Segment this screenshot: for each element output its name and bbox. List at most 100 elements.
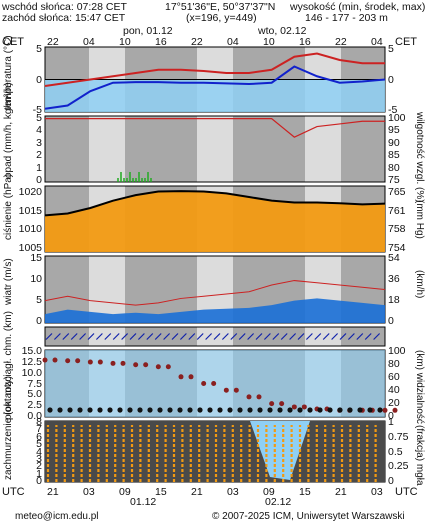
- pressure-line: [44, 190, 386, 217]
- visibility-point: [269, 401, 275, 407]
- cloud-base-point: [247, 407, 253, 413]
- y-tick-label: 0: [388, 73, 394, 86]
- day-night-band: [233, 116, 269, 182]
- wind-direction-arrow: [314, 333, 322, 340]
- cloud-base-point: [227, 407, 233, 413]
- wind-direction-arrow: [297, 333, 305, 340]
- y-tick-label: 0: [36, 174, 42, 186]
- bottom-hour-label: 15: [155, 486, 167, 498]
- y-tick-label: 80: [388, 358, 400, 370]
- cloud-base-point: [317, 407, 323, 413]
- top-day-2: wto, 02.12: [258, 25, 307, 37]
- day-night-band: [305, 116, 341, 182]
- coords-text: 17°51'36"E, 50°37'37"N: [165, 1, 276, 13]
- wind-direction-arrow: [95, 333, 103, 340]
- cloud-base-point: [67, 407, 73, 413]
- y-tick-label: 95: [388, 124, 400, 137]
- top-hour-label: 16: [155, 36, 167, 48]
- visibility-point: [110, 360, 116, 366]
- day-night-band: [45, 256, 53, 323]
- bottom-tz-left: UTC: [2, 486, 25, 498]
- y-tick-label: 7.5: [27, 377, 42, 390]
- y-tick-label: 40: [388, 384, 400, 396]
- bottom-hour-label: 15: [299, 486, 311, 498]
- wind-direction-arrow: [121, 333, 129, 340]
- y-tick-label: 6: [36, 430, 42, 443]
- footer-email[interactable]: meteo@icm.edu.pl: [15, 511, 99, 522]
- precip-ylabel: opad (mm/h, kg/m²/h): [3, 82, 14, 178]
- bottom-hour-label: 09: [119, 486, 131, 498]
- wind-direction-arrow: [331, 333, 339, 340]
- bottom-hour-label: 03: [83, 486, 95, 498]
- visibility-point: [165, 364, 171, 370]
- visibility-point: [87, 359, 93, 365]
- panel-frame: [44, 115, 386, 183]
- visibility-point: [97, 359, 103, 365]
- visibility-point: [301, 404, 307, 410]
- y-tick-label: 15.0: [21, 345, 42, 357]
- y-tick-label: 5: [36, 294, 42, 306]
- day-night-band: [125, 327, 161, 346]
- fog-ylabel: (frakcja) mgła: [414, 425, 425, 486]
- day-night-band: [305, 327, 341, 346]
- wind-direction-arrow: [230, 333, 238, 340]
- top-hour-label: 16: [299, 36, 311, 48]
- day-night-band: [125, 256, 161, 323]
- y-tick-label: 5: [36, 43, 42, 55]
- y-tick-label: 1: [388, 416, 394, 428]
- wind-direction-arrow: [53, 333, 61, 340]
- top-hour-label: 04: [227, 36, 239, 48]
- cloud-base-point: [347, 407, 353, 413]
- cloud-base-point: [127, 407, 133, 413]
- wind-ylabel: wiatr (m/s): [3, 258, 14, 305]
- altitude-values: 146 - 177 - 203 m: [305, 12, 388, 24]
- dew-point-line: [44, 65, 386, 110]
- visibility-point: [291, 404, 297, 410]
- visibility-point: [188, 374, 194, 380]
- y-tick-label: 20: [388, 397, 400, 409]
- cloud-base-point: [147, 407, 153, 413]
- cloud-base-point: [357, 407, 363, 413]
- wind-direction-arrow: [154, 333, 162, 340]
- sunrise-text: wschód słońca: 07:28 CET: [2, 1, 127, 13]
- top-hour-label: 22: [47, 36, 59, 48]
- footer-copyright: © 2007-2025 ICM, Uniwersytet Warszawski: [212, 511, 405, 522]
- bottom-tz-right: UTC: [395, 486, 418, 498]
- cloud-base-point: [377, 407, 383, 413]
- wind-direction-arrow: [373, 333, 381, 340]
- y-tick-label: 0: [36, 315, 42, 327]
- panel-frame: [44, 326, 386, 347]
- kmh-ylabel: (km/h): [414, 270, 425, 299]
- wind-direction-arrow: [112, 333, 120, 340]
- y-tick-label: 0.75: [388, 430, 409, 443]
- wind-direction-arrow: [70, 333, 78, 340]
- y-tick-label: 90: [388, 136, 400, 149]
- cloud-base-point: [217, 407, 223, 413]
- y-tick-label: 12.5: [21, 355, 42, 368]
- top-hour-label: 04: [371, 36, 383, 48]
- cloud-base-point: [197, 407, 203, 413]
- cloud-base-point: [207, 407, 213, 413]
- y-tick-label: 5: [36, 112, 42, 124]
- top-hour-label: 10: [119, 36, 131, 48]
- top-tz-left: CET: [2, 36, 24, 48]
- visibility-ylabel: (km) widzialność: [414, 350, 425, 424]
- y-tick-label: 18: [388, 294, 400, 306]
- wind-direction-arrow: [129, 333, 137, 340]
- bottom-hour-label: 03: [371, 486, 383, 498]
- y-tick-label: 100: [388, 345, 406, 357]
- pressure-ylabel: ciśnienie (hPa): [3, 173, 14, 240]
- y-tick-label: 100: [388, 112, 406, 124]
- y-tick-label: 1020: [18, 186, 42, 198]
- y-tick-label: 8: [36, 416, 42, 428]
- cloud-base-point: [117, 407, 123, 413]
- y-tick-label: 10: [30, 273, 42, 285]
- y-tick-label: 0: [388, 475, 394, 487]
- y-tick-label: -5: [388, 104, 398, 116]
- day-night-band: [45, 116, 53, 182]
- day-night-band: [269, 116, 305, 182]
- y-tick-label: 5: [388, 43, 394, 55]
- y-tick-label: 758: [388, 223, 406, 236]
- wind-direction-arrow: [339, 333, 347, 340]
- wind-direction-arrow: [171, 333, 179, 340]
